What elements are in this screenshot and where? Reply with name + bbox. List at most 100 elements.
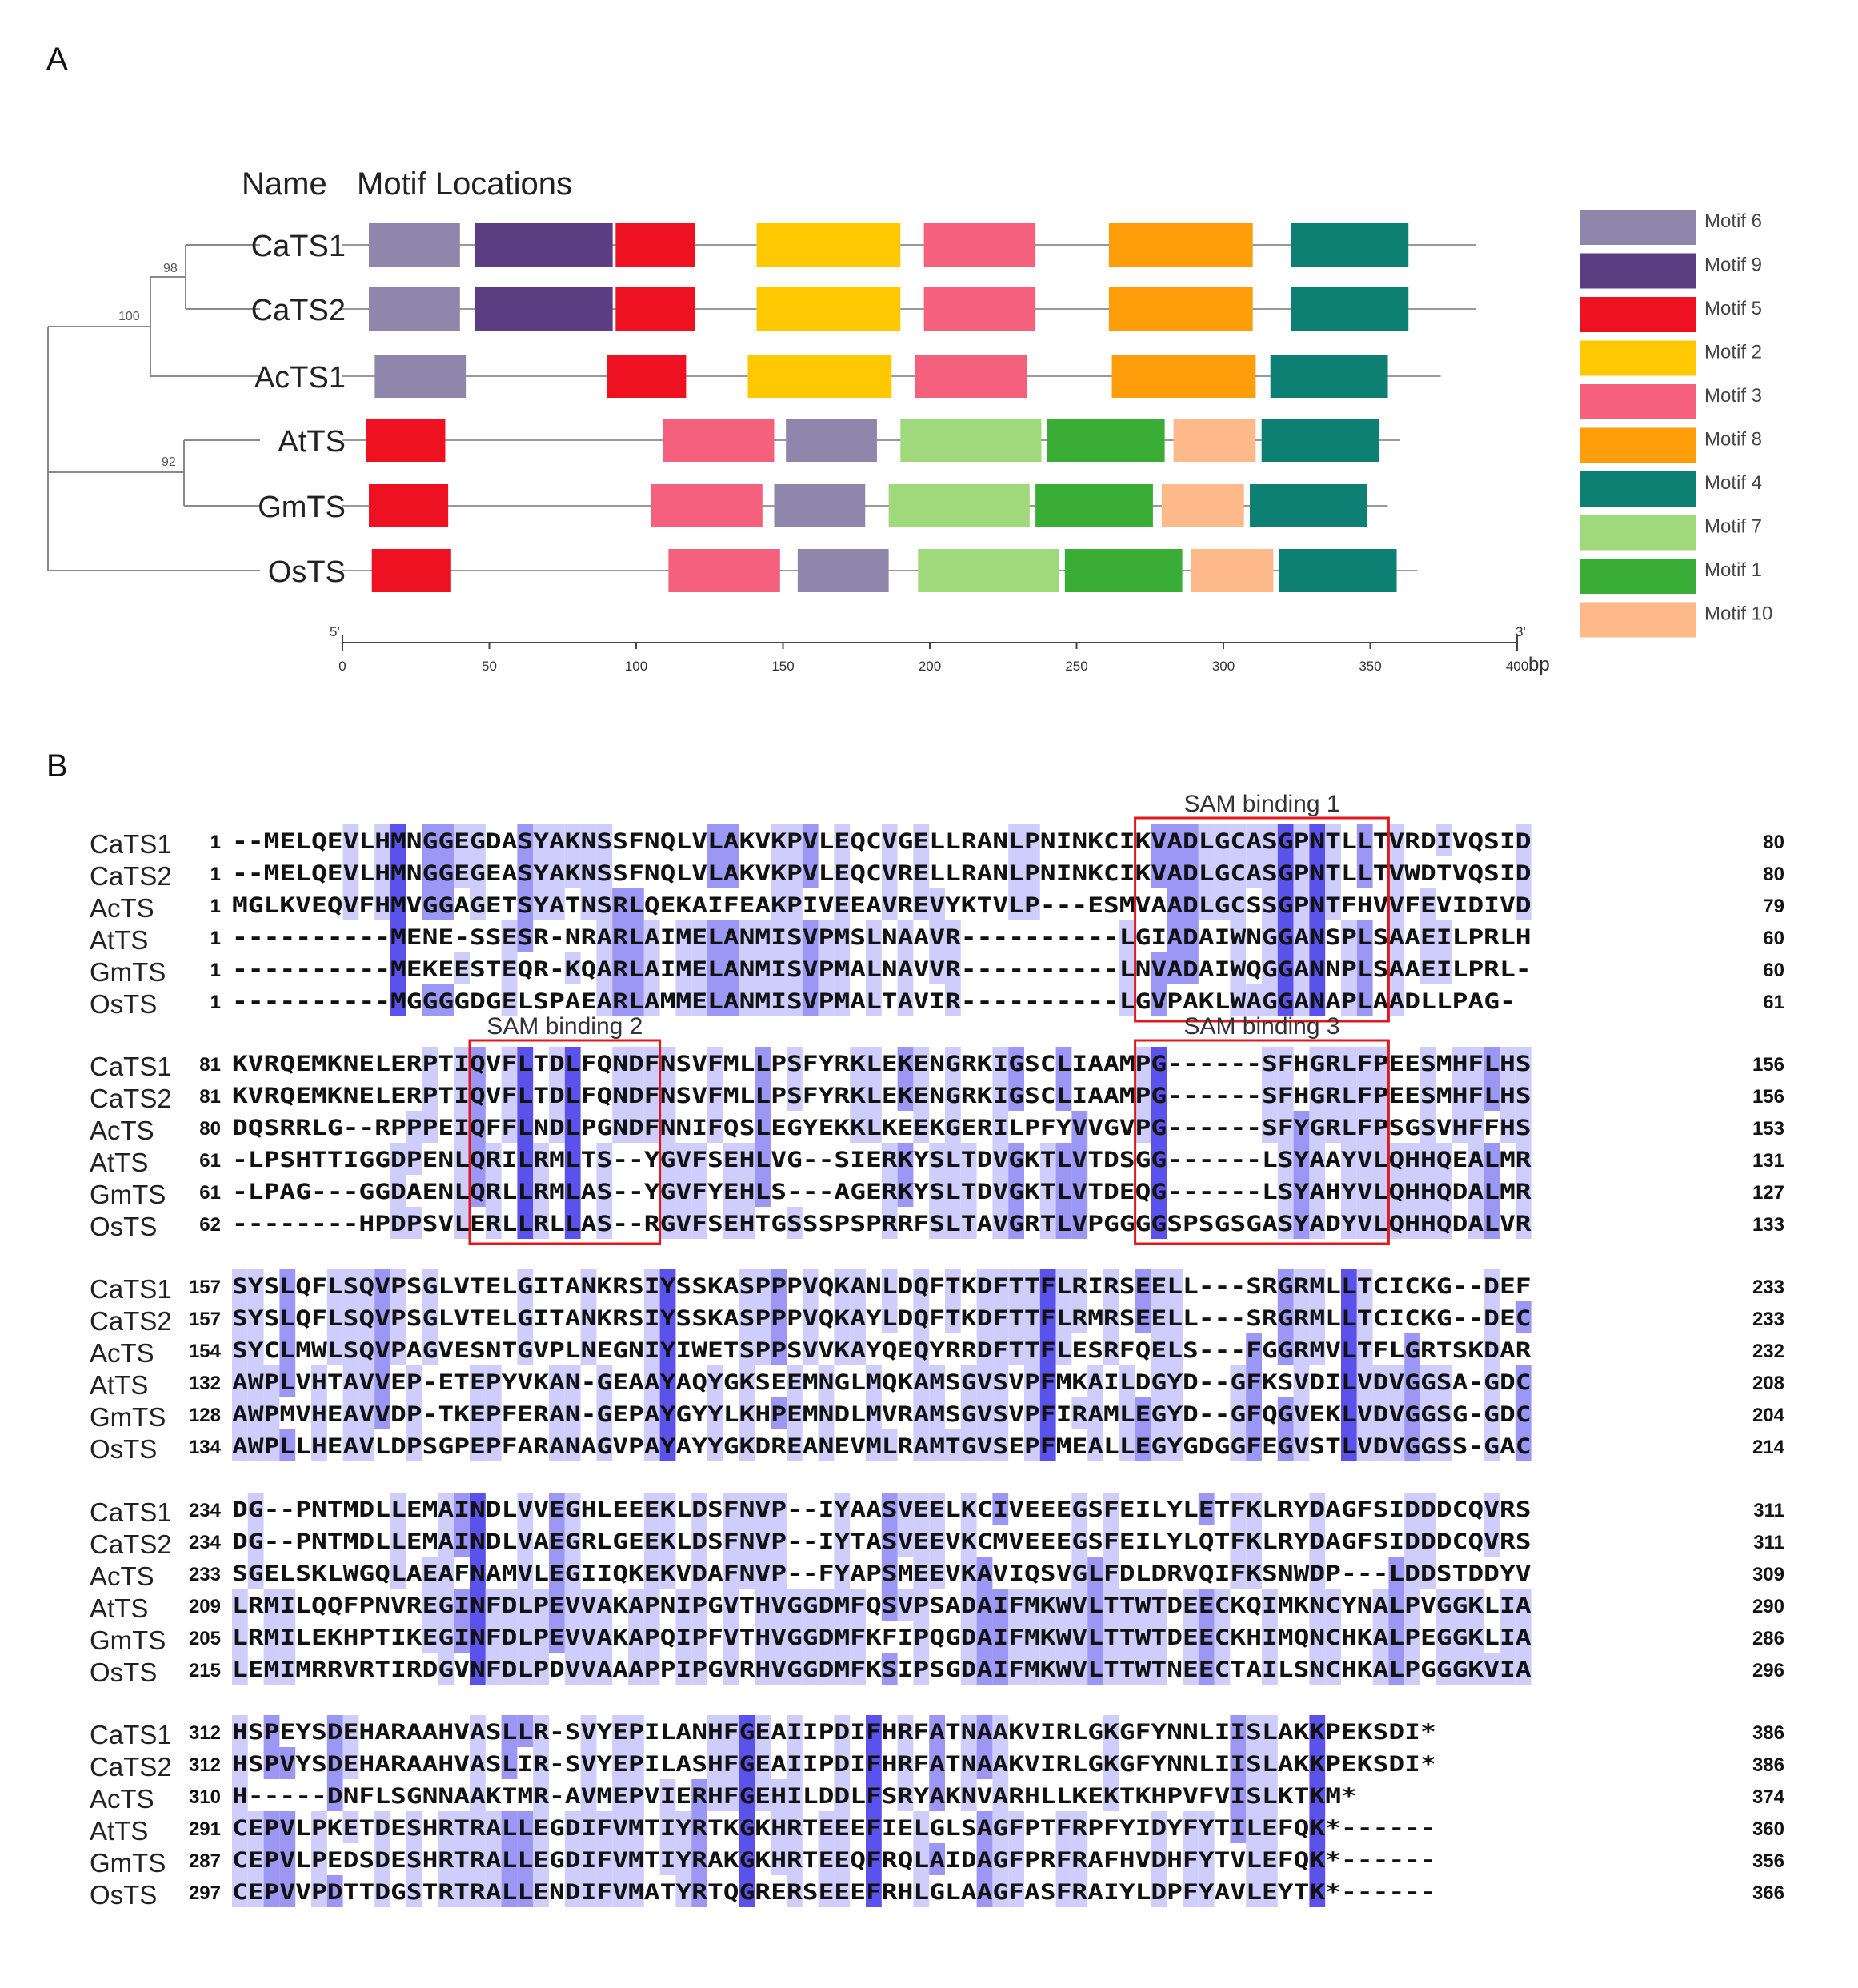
conservation-cell [1468, 1207, 1484, 1239]
conservation-cell [1356, 952, 1373, 984]
conservation-cell [470, 1589, 486, 1621]
conservation-cell [422, 1589, 438, 1621]
conservation-cell [422, 856, 438, 888]
conservation-cell [1246, 1365, 1262, 1397]
conservation-cell [1515, 1111, 1532, 1143]
conservation-cell [1436, 1143, 1452, 1175]
conservation-cell [723, 952, 739, 984]
motif-box-motif-8 [1108, 287, 1253, 331]
axis-tick-label: 0 [338, 659, 346, 674]
conservation-cell [1039, 1207, 1056, 1239]
conservation-cell [1341, 1207, 1357, 1239]
conservation-cell [1515, 824, 1532, 856]
conservation-cell [1230, 1429, 1247, 1461]
conservation-cell [390, 1207, 406, 1239]
conservation-cell [1262, 952, 1278, 984]
seq-residues: H-----DNFLSGNNAAKTMR-AVMEPVIERHFGEHILDDL… [232, 1784, 1357, 1809]
conservation-cell [992, 1301, 1009, 1333]
conservation-cell [1214, 888, 1231, 920]
conservation-cell [1262, 1621, 1278, 1653]
conservation-cell [1436, 1621, 1452, 1653]
conservation-cell [1055, 1589, 1072, 1621]
alignment-block-4: CaTS1 234 311 DG--PNTMDLLEMAINDLVVEGHLEEEKL… [90, 1493, 1784, 1687]
conservation-cell [707, 1747, 723, 1779]
conservation-cell [517, 856, 534, 888]
seq-residues: ----------MEKEESTEQR-KQARLAIMELANMISVPMA… [232, 957, 1532, 982]
conservation-cell [1087, 1557, 1103, 1589]
conservation-cell [771, 1557, 787, 1589]
conservation-cell [866, 1047, 882, 1079]
conservation-cell [1500, 1079, 1516, 1111]
motif-diagram: 98 100 92 CaTS1 CaTS2 AcTS1 AtTS GmTS OsTS 5'… [47, 210, 1772, 675]
protein-row-gmts: GmTS [258, 484, 1388, 527]
conservation-cell [438, 1811, 454, 1843]
conservation-cell [723, 1525, 739, 1557]
conservation-cell [470, 1111, 486, 1143]
seq-end: 60 [1763, 928, 1784, 949]
conservation-cell [342, 824, 359, 856]
conservation-cell [564, 1811, 581, 1843]
conservation-cell [1246, 1715, 1262, 1747]
conservation-cell [1135, 1429, 1151, 1461]
conservation-cell [1039, 1269, 1056, 1301]
conservation-cell [771, 888, 787, 920]
conservation-cell [1341, 1397, 1357, 1429]
conservation-cell [1341, 1143, 1357, 1175]
conservation-cell [454, 1875, 470, 1907]
conservation-cell [1151, 1269, 1167, 1301]
conservation-cell [802, 856, 819, 888]
protein-row-cats2: CaTS2 [251, 287, 1476, 331]
conservation-cell [485, 1429, 502, 1461]
conservation-cell [755, 1175, 771, 1207]
axis-tick-label: 150 [771, 659, 794, 674]
conservation-cell [1198, 824, 1215, 856]
conservation-cell [517, 1175, 534, 1207]
conservation-cell [1167, 1333, 1183, 1365]
conservation-cell [913, 1111, 930, 1143]
conservation-cell [501, 920, 518, 952]
conservation-cell [422, 888, 438, 920]
conservation-cell [1008, 1047, 1024, 1079]
conservation-cell [643, 1079, 660, 1111]
conservation-cell [929, 888, 945, 920]
conservation-cell [1071, 1397, 1088, 1429]
conservation-cell [1388, 984, 1405, 1016]
conservation-cell [1309, 1143, 1326, 1175]
conservation-cell [1404, 1653, 1420, 1685]
motif-box-motif-8 [1108, 223, 1253, 267]
conservation-cell [1500, 1653, 1516, 1685]
seq-residues: AWPLLHEAVLDPSGPEPFARANAGVPAYAYYGKDREANEV… [232, 1434, 1532, 1459]
conservation-cell [1309, 1621, 1326, 1653]
conservation-cell [691, 1653, 707, 1685]
conservation-cell [1262, 1747, 1278, 1779]
conservation-cell [1167, 952, 1183, 984]
conservation-cell [454, 1525, 470, 1557]
conservation-cell [1230, 888, 1247, 920]
conservation-cell [1071, 1269, 1088, 1301]
conservation-cell [1055, 1269, 1072, 1301]
conservation-cell [1214, 1589, 1231, 1621]
axis-tick-label: 250 [1065, 659, 1087, 674]
seq-end: 80 [1763, 864, 1784, 885]
conservation-cell [960, 1207, 977, 1239]
conservation-cell [438, 1653, 454, 1685]
conservation-cell [1230, 1557, 1247, 1589]
conservation-cell [1039, 1397, 1056, 1429]
conservation-cell [992, 1365, 1009, 1397]
conservation-cell [739, 1175, 755, 1207]
conservation-cell [1309, 952, 1326, 984]
conservation-cell [470, 856, 486, 888]
conservation-cell [659, 1557, 676, 1589]
conservation-cell [517, 1079, 534, 1111]
conservation-cell [1246, 856, 1262, 888]
conservation-cell [549, 1079, 565, 1111]
conservation-cell [1484, 1269, 1500, 1301]
conservation-cell [1404, 1207, 1420, 1239]
conservation-cell [1103, 1333, 1119, 1365]
conservation-cell [834, 1875, 851, 1907]
conservation-cell [1055, 1333, 1072, 1365]
conservation-cell [501, 1653, 518, 1685]
conservation-cell [454, 824, 470, 856]
seq-name: OsTS [90, 1657, 157, 1687]
conservation-cell [1135, 1301, 1151, 1333]
